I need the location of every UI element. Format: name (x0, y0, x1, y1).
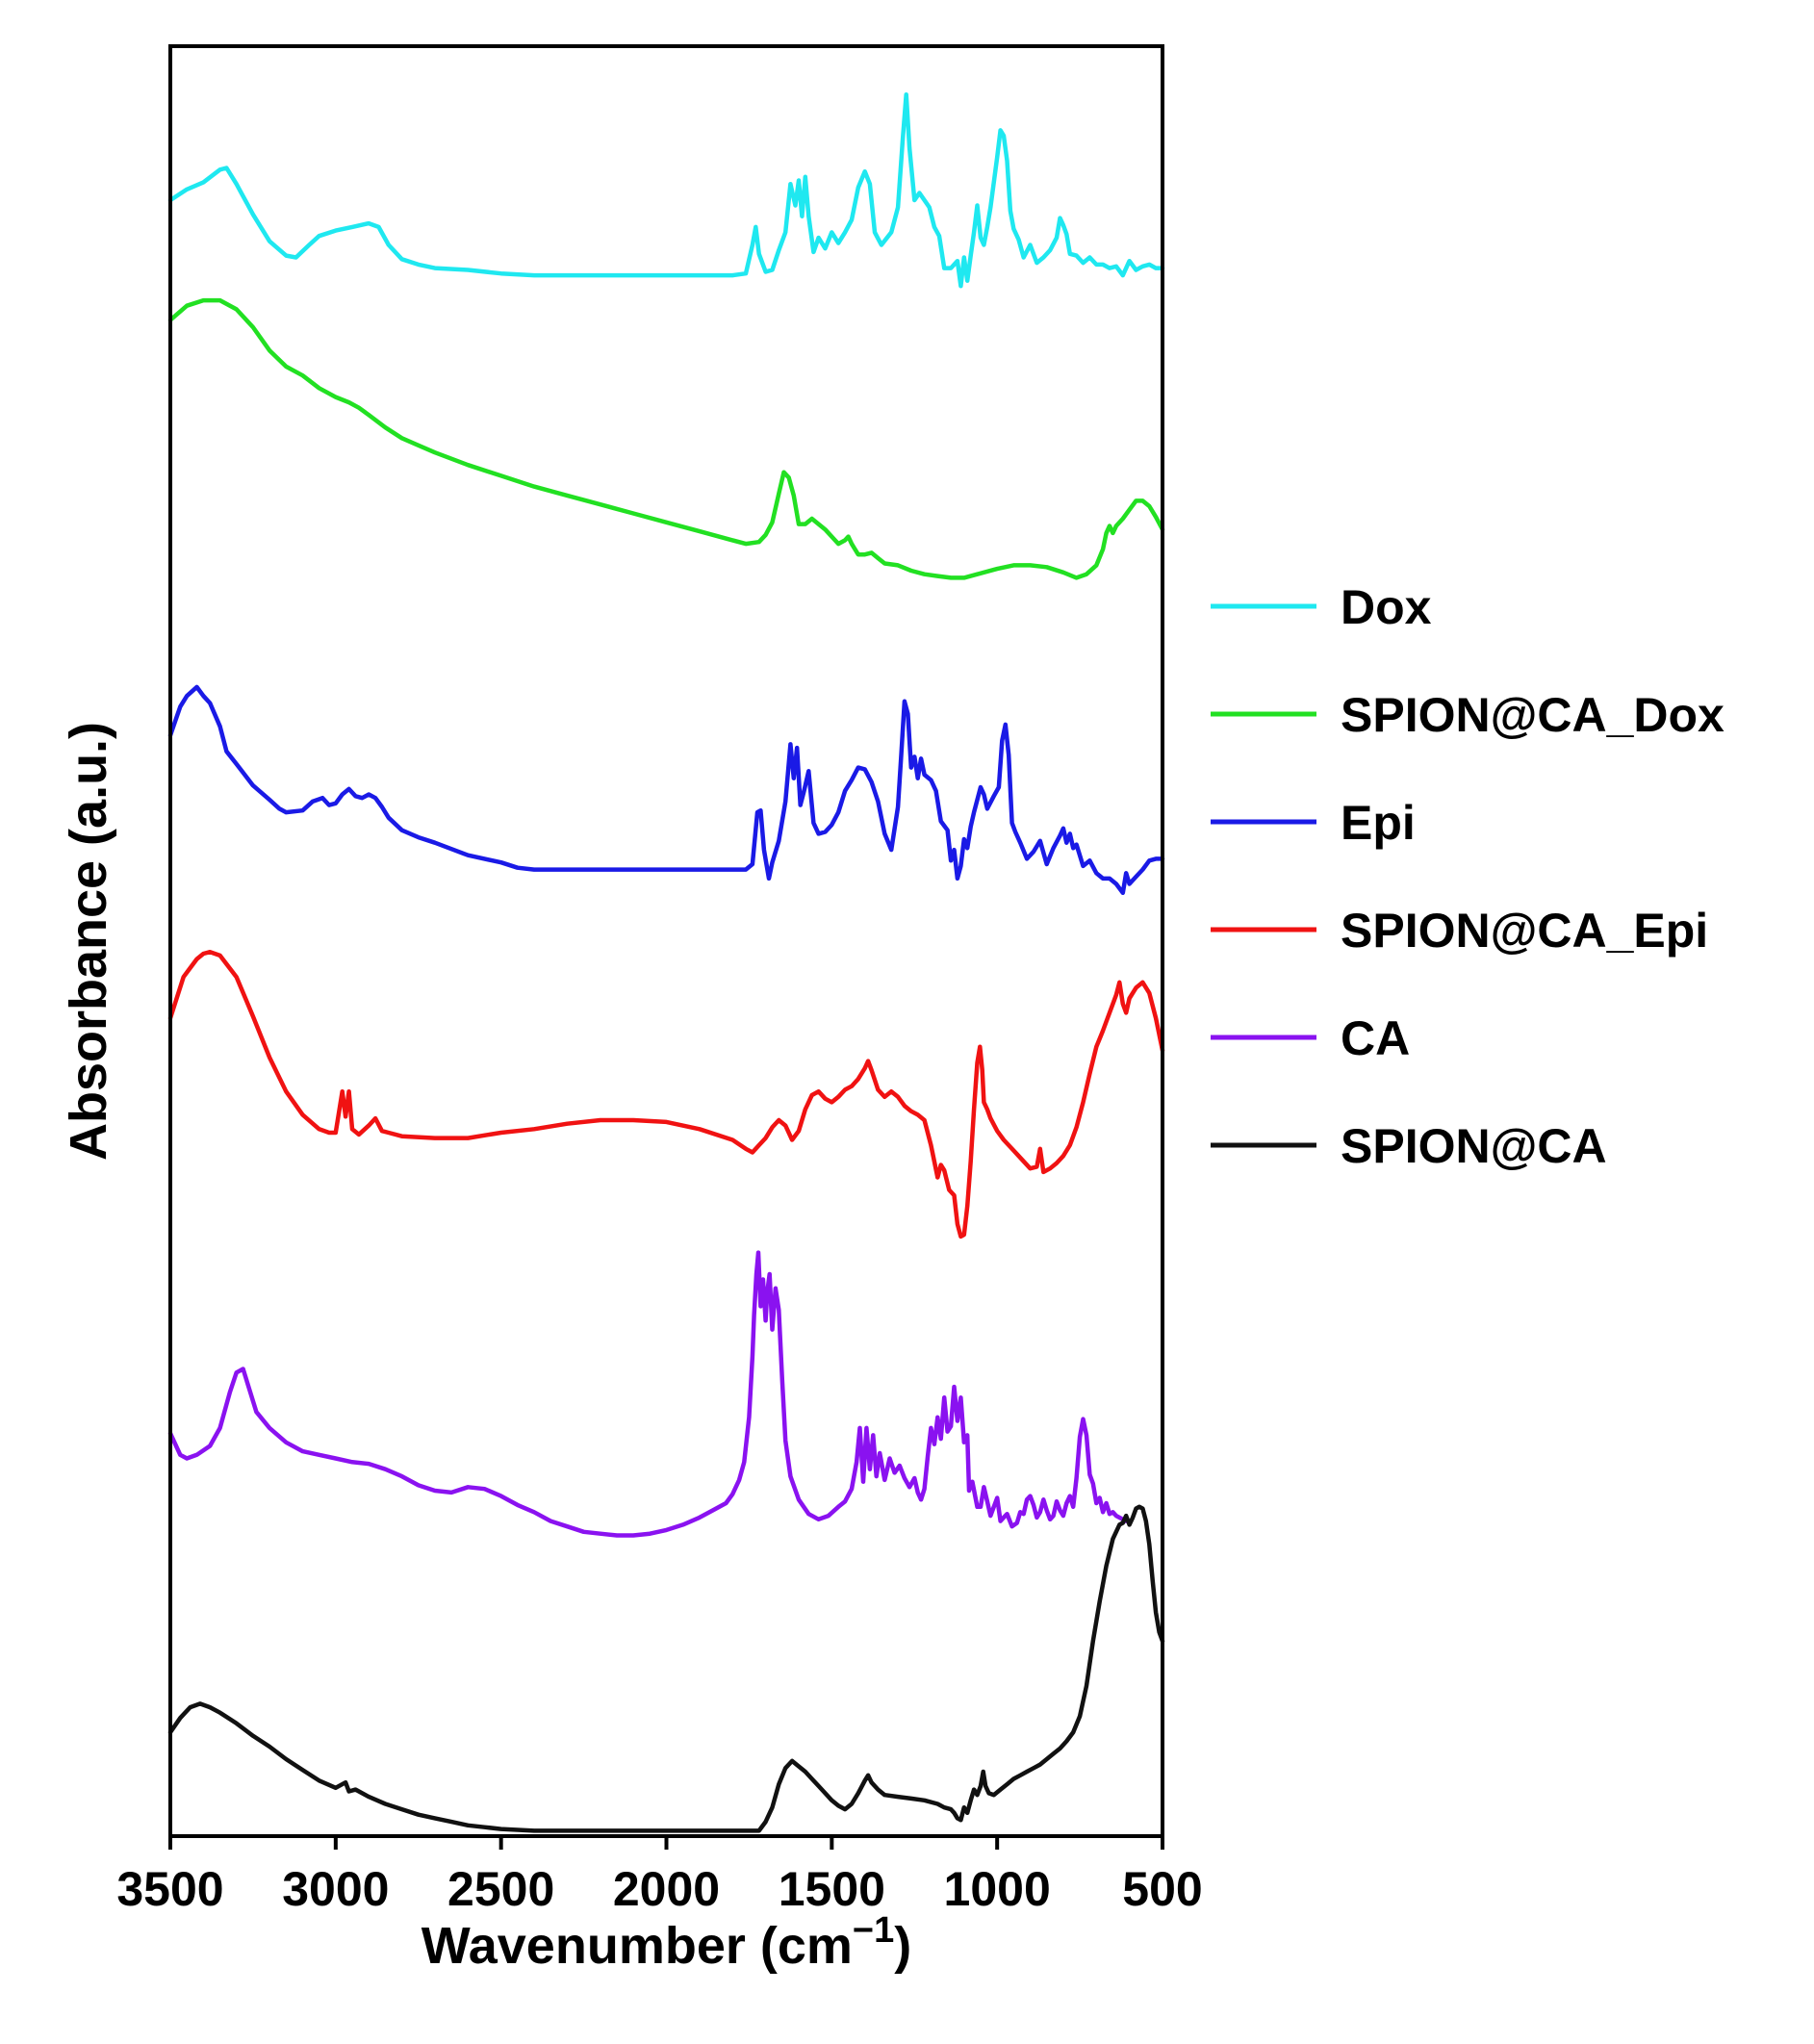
x-axis-title-close: ) (894, 1917, 911, 1975)
y-axis-title: Absorbance (a.u.) (60, 722, 117, 1161)
x-axis-title: Wavenumber (cm−1) (422, 1910, 911, 1975)
x-tick-label: 2500 (447, 1862, 554, 1916)
x-tick-label: 1500 (779, 1862, 885, 1916)
series-line-epi (167, 684, 1165, 896)
legend-label: SPION@CA (1341, 1119, 1607, 1173)
x-tick-label: 3500 (116, 1862, 223, 1916)
legend: Dox SPION@CA_Dox Epi SPION@CA_Epi CA SPION@CA (1211, 580, 1725, 1173)
series-line-spion-ca (167, 1504, 1165, 1833)
series-line-ca (167, 1250, 1129, 1538)
x-axis-title-main: Wavenumber (cm (422, 1917, 853, 1975)
legend-label: Dox (1341, 580, 1432, 634)
x-axis: 3500 3000 2500 2000 1500 1000 500 (116, 1836, 1203, 1916)
legend-label: SPION@CA_Epi (1341, 904, 1708, 958)
series-line-spion-ca-epi (167, 949, 1165, 1239)
x-tick-label: 500 (1122, 1862, 1202, 1916)
series-line-spion-ca-dox (167, 297, 1165, 580)
series-layer (167, 91, 1165, 1833)
legend-label: Epi (1341, 796, 1416, 850)
legend-label: CA (1341, 1011, 1410, 1065)
series-line-dox (167, 91, 1165, 289)
x-tick-label: 3000 (282, 1862, 389, 1916)
x-axis-title-superscript: −1 (853, 1910, 894, 1951)
x-tick-label: 1000 (944, 1862, 1051, 1916)
legend-label: SPION@CA_Dox (1341, 688, 1725, 742)
x-tick-label: 2000 (613, 1862, 720, 1916)
